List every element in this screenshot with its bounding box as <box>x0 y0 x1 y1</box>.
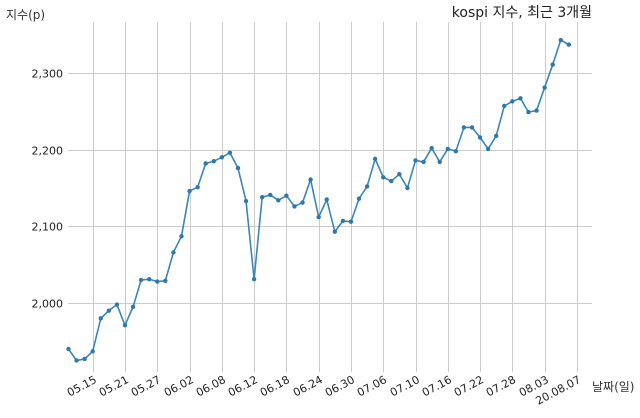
data-point <box>219 155 225 160</box>
data-point <box>494 133 499 139</box>
data-point <box>381 175 386 180</box>
data-point <box>155 279 160 284</box>
data-point <box>195 185 200 190</box>
y-tick-label: 2,200 <box>32 145 64 158</box>
x-tick-label: 07.16 <box>420 373 454 399</box>
x-axis-label: 날짜(일) <box>592 380 634 394</box>
data-point <box>130 304 136 310</box>
data-point <box>405 185 410 191</box>
y-tick-label: 2,300 <box>32 68 64 81</box>
x-tick-label: 06.24 <box>291 373 325 399</box>
data-point <box>251 277 257 282</box>
x-tick-label: 06.08 <box>194 373 228 399</box>
data-point <box>90 349 95 354</box>
data-point <box>122 323 128 328</box>
data-point <box>542 85 547 90</box>
x-tick-label: 05.27 <box>129 373 163 399</box>
data-point <box>235 165 241 171</box>
data-point <box>138 277 144 283</box>
data-point <box>147 277 152 282</box>
data-point <box>114 302 120 307</box>
data-point <box>534 108 539 113</box>
data-point <box>308 177 313 182</box>
data-point <box>558 37 563 43</box>
data-point <box>356 196 362 201</box>
x-gridlines <box>93 22 578 372</box>
data-point <box>485 146 491 152</box>
data-point <box>437 159 442 165</box>
data-point <box>316 214 321 220</box>
data-point <box>171 250 176 255</box>
data-point <box>477 135 483 140</box>
data-point <box>469 125 475 130</box>
x-tick-label: 06.30 <box>323 373 357 399</box>
data-point <box>445 146 450 152</box>
x-tick-label: 07.06 <box>355 373 389 399</box>
data-point <box>300 200 305 205</box>
x-tick-label: 07.28 <box>484 373 518 399</box>
data-point <box>364 184 370 189</box>
y-tick-labels: 2,000 2,100 2,200 2,300 <box>32 68 64 311</box>
data-point <box>510 99 515 104</box>
data-point <box>389 178 394 184</box>
data-point <box>453 149 459 154</box>
data-point <box>268 192 273 198</box>
data-point <box>372 156 378 162</box>
data-point <box>502 103 507 109</box>
x-tick-label: 05.15 <box>65 373 99 399</box>
data-point <box>163 278 168 283</box>
data-point <box>421 159 426 165</box>
data-point <box>106 308 112 313</box>
data-point <box>429 145 434 151</box>
data-point <box>292 204 297 209</box>
y-tick-label: 2,000 <box>32 298 64 311</box>
y-tick-label: 2,100 <box>32 221 64 234</box>
data-point <box>211 158 216 164</box>
x-tick-label: 07.22 <box>452 373 486 399</box>
data-point <box>284 193 289 198</box>
data-point <box>340 218 346 224</box>
data-point <box>179 234 184 239</box>
x-tick-label: 07.10 <box>388 373 422 399</box>
data-point <box>566 42 572 47</box>
data-point <box>324 197 329 202</box>
x-tick-label: 05.21 <box>97 373 131 399</box>
y-gridlines <box>68 73 592 304</box>
x-tick-label: 06.18 <box>258 373 292 399</box>
data-point <box>98 316 103 321</box>
data-point <box>332 229 338 234</box>
data-point <box>518 96 523 101</box>
y-axis-label: 지수(p) <box>6 8 45 22</box>
data-point <box>413 158 418 163</box>
data-point <box>276 198 281 203</box>
data-point <box>74 358 79 363</box>
data-point <box>526 109 531 115</box>
data-point <box>66 346 71 352</box>
x-tick-label: 06.12 <box>226 373 260 399</box>
data-point <box>243 198 249 204</box>
data-point <box>82 356 87 362</box>
data-point <box>227 150 233 155</box>
data-point <box>550 62 555 67</box>
data-point <box>203 161 208 166</box>
series-line <box>67 38 570 362</box>
data-point <box>259 195 265 200</box>
data-point <box>461 125 467 130</box>
data-point <box>397 172 402 177</box>
x-tick-label: 06.02 <box>162 373 196 399</box>
data-point <box>187 188 192 194</box>
chart-title: kospi 지수, 최근 3개월 <box>452 5 592 21</box>
series-points <box>66 37 572 363</box>
data-point <box>348 219 354 224</box>
